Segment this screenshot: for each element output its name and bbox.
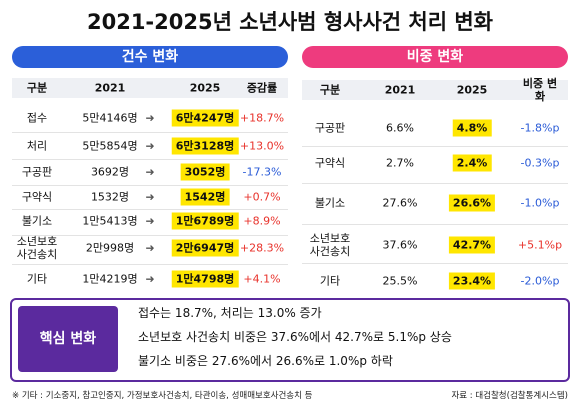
row-label: 불기소 — [314, 196, 346, 210]
arrow: ➜ — [145, 272, 155, 286]
cell-value: 2.7% — [386, 156, 414, 170]
cell-value: +8.9% — [243, 214, 281, 228]
cell-value: +13.0% — [239, 139, 285, 153]
cell-value: 26.6% — [448, 194, 496, 212]
row-label: 소년보호 사건송치 — [309, 232, 351, 258]
cell-value: 2.4% — [452, 154, 492, 172]
cell-value: 6만3128명 — [171, 137, 239, 155]
cell-value: 42.7% — [448, 236, 496, 254]
cell-value: +5.1%p — [517, 238, 563, 252]
column-header: 증감률 — [246, 81, 278, 95]
column-header: 2021 — [384, 83, 416, 97]
key-line: 소년보호 사건송치 비중은 37.6%에서 42.7%로 5.1%p 상승 — [138, 330, 452, 344]
row-separator — [12, 263, 288, 265]
cell-value: 23.4% — [448, 272, 496, 290]
cell-value: 27.6% — [382, 196, 418, 210]
title: 2021-2025년 소년사범 형사사건 처리 변화 — [86, 10, 493, 34]
row-separator — [12, 132, 288, 133]
cell-value: -0.3%p — [520, 156, 560, 170]
left-column-header-bg — [12, 78, 288, 98]
cell-value: 5만5854명 — [82, 139, 138, 153]
row-label: 구공판 — [21, 165, 53, 179]
arrow: ➜ — [145, 241, 155, 255]
row-label: 기타 — [26, 272, 48, 286]
arrow: ➜ — [145, 111, 155, 125]
right-column-header-bg — [302, 80, 568, 100]
row-separator — [12, 159, 288, 160]
row-separator — [302, 224, 568, 225]
row-label: 구약식 — [21, 190, 53, 204]
column-header: 구분 — [26, 81, 48, 95]
cell-value: +0.7% — [243, 190, 281, 204]
column-header: 2021 — [94, 81, 126, 95]
cell-value: 5만4146명 — [82, 111, 138, 125]
left-header: 건수 변화 — [12, 46, 288, 68]
cell-value: 1만5413명 — [82, 214, 138, 228]
row-label: 접수 — [26, 111, 48, 125]
cell-value: +4.1% — [243, 272, 281, 286]
key-line: 접수는 18.7%, 처리는 13.0% 증가 — [138, 306, 322, 320]
cell-value: -17.3% — [242, 165, 282, 179]
cell-value: -2.0%p — [520, 274, 560, 288]
source: 자료 : 대검찰청(검찰통계시스템) — [451, 391, 568, 401]
row-separator — [12, 209, 288, 210]
column-header: 비중 변화 — [522, 77, 558, 103]
cell-value: 2만6947명 — [171, 239, 239, 257]
cell-value: 1만4798명 — [171, 270, 239, 288]
cell-value: 1532명 — [90, 190, 130, 204]
column-header: 2025 — [456, 83, 488, 97]
cell-value: 1만6789명 — [171, 212, 239, 230]
row-separator — [302, 183, 568, 184]
cell-value: +28.3% — [239, 241, 285, 255]
key-label: 핵심 변화 — [18, 306, 118, 372]
arrow: ➜ — [145, 139, 155, 153]
cell-value: 3692명 — [90, 165, 130, 179]
row-label: 처리 — [26, 139, 48, 153]
arrow: ➜ — [145, 190, 155, 204]
row-separator — [302, 145, 568, 147]
cell-value: 1만4219명 — [82, 272, 138, 286]
cell-value: -1.8%p — [520, 121, 560, 135]
column-header: 2025 — [189, 81, 221, 95]
cell-value: 37.6% — [382, 238, 418, 252]
key-box — [10, 298, 570, 382]
cell-value: 4.8% — [452, 119, 492, 137]
row-separator — [12, 234, 288, 236]
row-label: 기타 — [319, 274, 341, 288]
cell-value: 6만4247명 — [171, 109, 239, 127]
row-separator — [12, 184, 288, 186]
cell-value: +18.7% — [239, 111, 285, 125]
key-line: 불기소 비중은 27.6%에서 26.6%로 1.0%p 하락 — [138, 354, 393, 368]
row-label: 구약식 — [314, 156, 346, 170]
cell-value: 2만998명 — [85, 241, 135, 255]
footnote: ※ 기타 : 기소중지, 참고인중지, 가정보호사건송치, 타관이송, 성매매보… — [12, 391, 313, 401]
cell-value: 25.5% — [382, 274, 418, 288]
column-header: 구분 — [319, 83, 341, 97]
row-separator — [302, 263, 568, 264]
cell-value: -1.0%p — [520, 196, 560, 210]
arrow: ➜ — [145, 165, 155, 179]
arrow: ➜ — [145, 214, 155, 228]
row-label: 불기소 — [21, 214, 53, 228]
cell-value: 1542명 — [180, 188, 230, 206]
right-header: 비중 변화 — [302, 46, 568, 68]
row-label: 소년보호 사건송치 — [16, 235, 58, 261]
cell-value: 6.6% — [386, 121, 414, 135]
cell-value: 3052명 — [180, 163, 230, 181]
row-label: 구공판 — [314, 121, 346, 135]
